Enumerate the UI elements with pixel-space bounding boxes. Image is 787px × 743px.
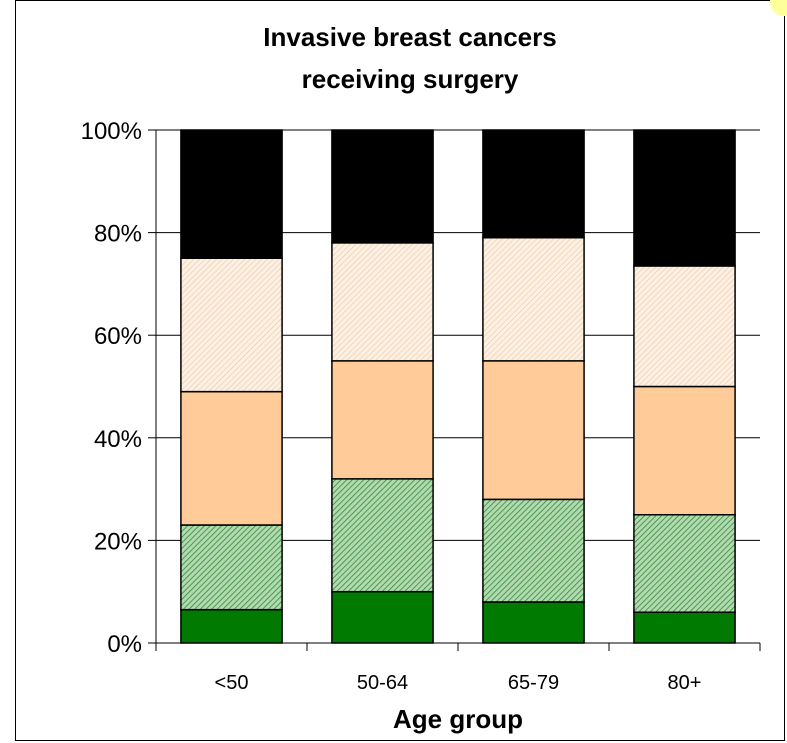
bar-segment xyxy=(482,601,585,644)
bar-segment xyxy=(633,611,736,644)
bar-segment xyxy=(331,478,434,593)
corner-decoration xyxy=(770,0,787,16)
bar-segment xyxy=(180,608,283,644)
bar-segment xyxy=(633,514,736,613)
bar-segment xyxy=(180,524,283,611)
chart-title-line-2: receiving surgery xyxy=(302,64,519,94)
bar-segment xyxy=(180,390,283,526)
bar-segment xyxy=(180,129,283,259)
bar-segment xyxy=(633,265,736,388)
bar-segment xyxy=(633,129,736,267)
bar-segment xyxy=(633,385,736,516)
y-tick-label: 100% xyxy=(81,118,142,145)
bar-segment xyxy=(482,498,585,603)
bar-segment xyxy=(482,236,585,362)
y-tick-label: 40% xyxy=(94,426,142,453)
bar-segment xyxy=(331,129,434,244)
x-tick-label: <50 xyxy=(215,672,249,694)
bar-segment xyxy=(331,360,434,480)
x-tick-label: 50-64 xyxy=(357,672,408,694)
x-axis-label: Age group xyxy=(393,704,523,734)
bar-segment xyxy=(482,360,585,501)
y-tick-label: 60% xyxy=(94,323,142,350)
axes: 0% 20% 40% 60% 80% 100% <50 50-64 65-79 80+ xyxy=(81,118,761,694)
bar-segment xyxy=(331,242,434,362)
y-tick-label: 20% xyxy=(94,528,142,555)
bar-segment xyxy=(331,590,434,644)
y-tick-label: 80% xyxy=(94,221,142,248)
bar-segment xyxy=(180,257,283,393)
bars xyxy=(180,129,736,644)
chart-title-line-1: Invasive breast cancers xyxy=(263,22,556,52)
bar-segment xyxy=(482,129,585,239)
y-tick-label: 0% xyxy=(107,631,142,658)
x-tick-label: 80+ xyxy=(668,672,702,694)
x-tick-label: 65-79 xyxy=(508,672,559,694)
